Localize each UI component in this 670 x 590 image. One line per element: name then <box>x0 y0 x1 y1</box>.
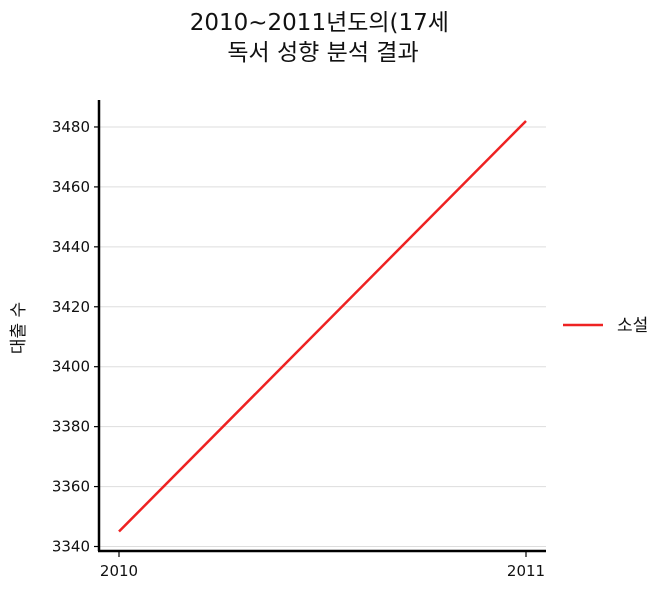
gridlines <box>99 126 546 548</box>
series-layer <box>118 120 527 533</box>
y-axis-ticks: 3340 3360 3380 3400 3420 3440 3460 3480 <box>52 118 99 556</box>
x-tick-label-2010: 2010 <box>100 562 138 580</box>
y-tick-label-3400: 3400 <box>52 358 90 376</box>
y-tick-label-3460: 3460 <box>52 178 90 196</box>
y-tick-label-3480: 3480 <box>52 118 90 136</box>
y-tick-label-3360: 3360 <box>52 478 90 496</box>
x-axis-ticks: 2010 2011 <box>100 551 545 580</box>
chart-title: 2010~2011년도의(17세 독서 성향 분석 결과 <box>190 10 457 66</box>
legend-label-novel: 소설 <box>617 316 648 336</box>
series-line-0 <box>118 120 527 533</box>
chart-title-line-2: 독서 성향 분석 결과 <box>227 40 418 66</box>
y-tick-label-3440: 3440 <box>52 238 90 256</box>
y-axis-label: 대출 수 <box>9 302 29 354</box>
y-tick-label-3420: 3420 <box>52 298 90 316</box>
y-tick-label-3380: 3380 <box>52 418 90 436</box>
chart-title-line-1: 2010~2011년도의(17세 <box>190 10 449 36</box>
legend: 소설 <box>563 316 648 336</box>
x-tick-label-2011: 2011 <box>507 562 545 580</box>
y-tick-label-3340: 3340 <box>52 538 90 556</box>
